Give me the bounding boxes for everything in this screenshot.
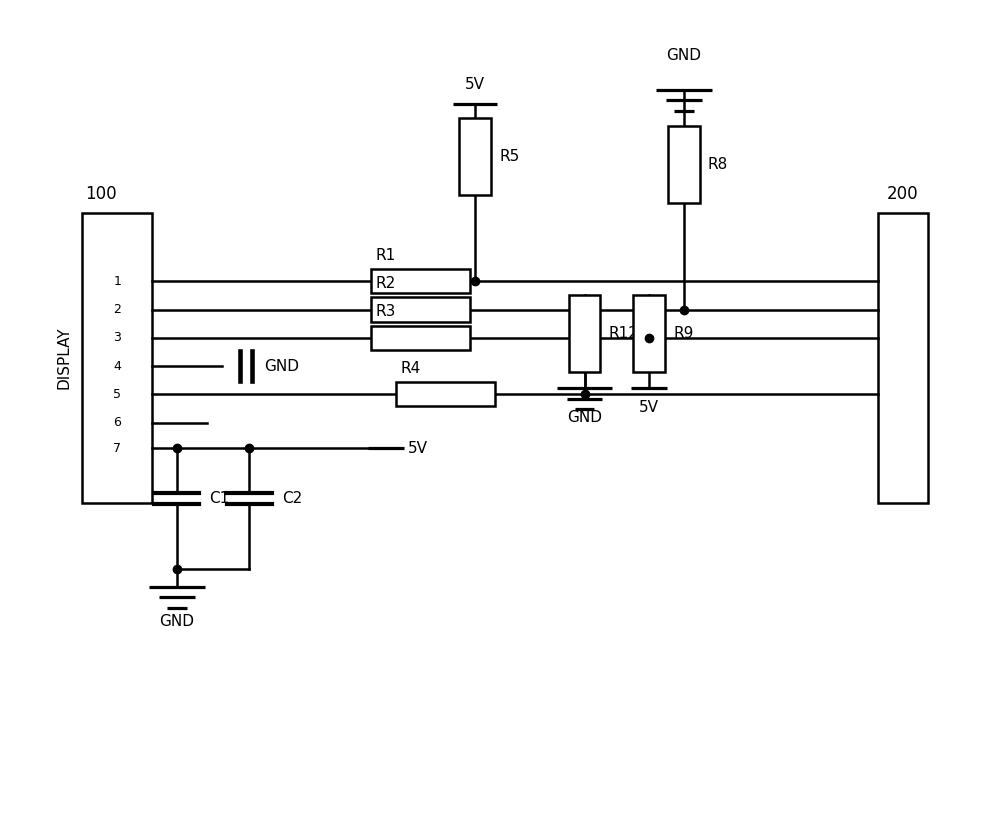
- Text: 7: 7: [113, 442, 121, 455]
- FancyBboxPatch shape: [459, 118, 491, 194]
- Text: 1: 1: [113, 275, 121, 288]
- Text: 6: 6: [113, 416, 121, 429]
- FancyBboxPatch shape: [82, 213, 152, 503]
- Text: 5V: 5V: [465, 76, 485, 92]
- Text: 4: 4: [113, 359, 121, 372]
- Text: DISPLAY: DISPLAY: [57, 327, 72, 389]
- FancyBboxPatch shape: [668, 126, 700, 202]
- Text: R3: R3: [376, 304, 396, 320]
- FancyBboxPatch shape: [569, 295, 600, 372]
- Text: GND: GND: [666, 48, 701, 63]
- Text: 3: 3: [113, 332, 121, 345]
- Text: GND: GND: [159, 615, 194, 629]
- Text: 2: 2: [113, 303, 121, 316]
- Text: 5: 5: [113, 388, 121, 401]
- Text: R1: R1: [376, 248, 396, 263]
- FancyBboxPatch shape: [371, 269, 470, 293]
- Text: R4: R4: [401, 361, 421, 376]
- Text: R2: R2: [376, 276, 396, 291]
- FancyBboxPatch shape: [396, 382, 495, 406]
- FancyBboxPatch shape: [878, 213, 928, 503]
- FancyBboxPatch shape: [371, 298, 470, 322]
- Text: R8: R8: [708, 157, 728, 172]
- Text: R12: R12: [608, 326, 638, 341]
- Text: C2: C2: [282, 491, 302, 506]
- Text: R5: R5: [499, 149, 519, 163]
- Text: C1: C1: [209, 491, 229, 506]
- Text: GND: GND: [567, 410, 602, 424]
- Text: 5V: 5V: [408, 441, 428, 456]
- Text: 200: 200: [887, 185, 919, 203]
- Text: GND: GND: [264, 359, 299, 374]
- FancyBboxPatch shape: [371, 326, 470, 350]
- Text: 100: 100: [85, 185, 117, 203]
- Text: 5V: 5V: [639, 401, 659, 415]
- FancyBboxPatch shape: [633, 295, 665, 372]
- Text: R9: R9: [673, 326, 693, 341]
